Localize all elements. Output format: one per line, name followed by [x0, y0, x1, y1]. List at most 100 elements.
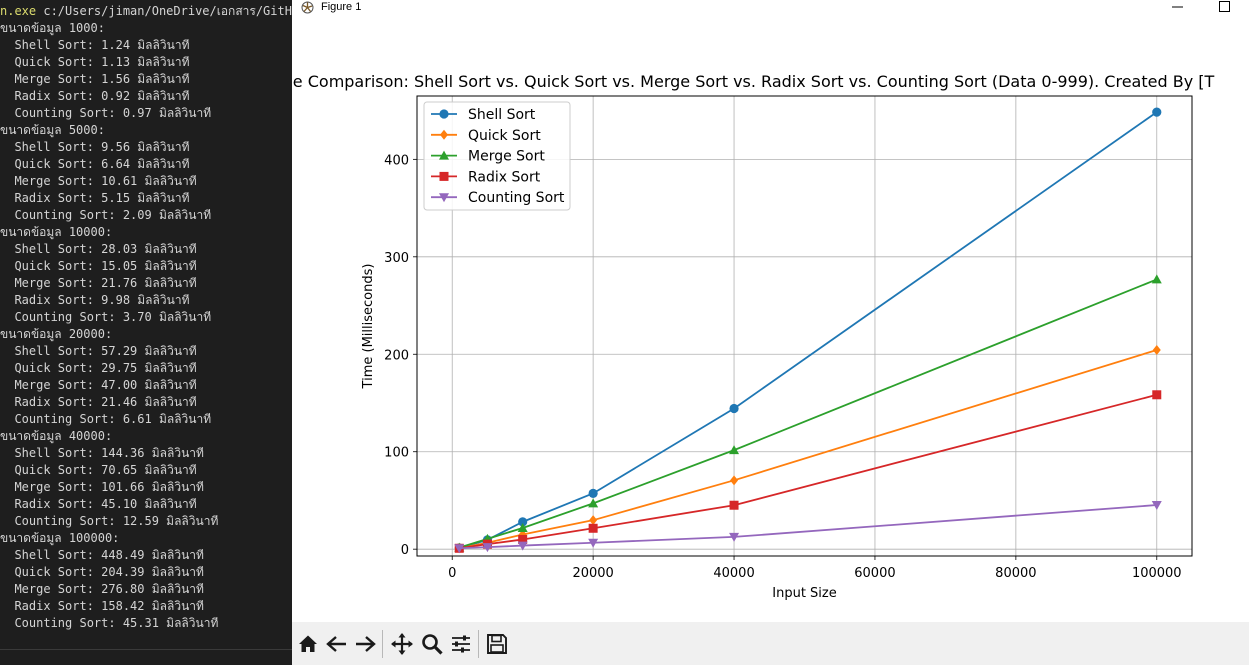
terminal-line: Quick Sort: 1.13 มิลลิวินาที	[0, 55, 190, 69]
terminal-line: Shell Sort: 144.36 มิลลิวินาที	[0, 446, 204, 460]
data-point	[588, 523, 598, 533]
data-point	[1152, 390, 1162, 400]
series-line	[459, 393, 1158, 550]
plot-frame	[416, 95, 1193, 557]
terminal-line: Quick Sort: 204.39 มิลลิวินาที	[0, 565, 204, 579]
legend-frame	[423, 101, 571, 211]
pan-icon[interactable]	[390, 632, 414, 656]
terminal-line: n.exe c:/Users/jiman/OneDrive/เอกสาร/Git…	[0, 3, 292, 20]
terminal-line: ขนาดข้อมูล 1000:	[0, 21, 105, 35]
data-point	[1152, 344, 1161, 355]
forward-icon[interactable]	[353, 632, 377, 656]
terminal-line: Counting Sort: 3.70 มิลลิวินาที	[0, 310, 212, 324]
terminal-line: Radix Sort: 21.46 มิลลิวินาที	[0, 395, 197, 409]
x-tick-label: 20000	[572, 566, 613, 581]
terminal-line: Shell Sort: 57.29 มิลลิวินาที	[0, 344, 197, 358]
legend-label: Radix Sort	[468, 169, 541, 185]
toolbar-divider	[478, 630, 479, 658]
terminal-line: Merge Sort: 47.00 มิลลิวินาที	[0, 378, 197, 392]
x-tick-label: 0	[448, 566, 456, 581]
terminal-line: Counting Sort: 0.97 มิลลิวินาที	[0, 106, 212, 120]
window-titlebar[interactable]: Figure 1	[292, 0, 1249, 17]
terminal-line: Shell Sort: 448.49 มิลลิวินาที	[0, 548, 204, 562]
data-point	[729, 403, 739, 414]
terminal-line: Counting Sort: 6.61 มิลลิวินาที	[0, 412, 212, 426]
legend-marker	[439, 171, 449, 181]
y-tick-label: 300	[384, 251, 409, 266]
terminal-line: Counting Sort: 45.31 มิลลิวินาที	[0, 616, 219, 630]
x-axis-label: Input Size	[772, 586, 836, 601]
terminal-line: ขนาดข้อมูล 10000:	[0, 225, 113, 239]
navigation-toolbar	[292, 622, 1249, 665]
x-tick-label: 40000	[713, 566, 754, 581]
minimize-icon[interactable]	[1168, 0, 1188, 14]
terminal-line: Shell Sort: 28.03 มิลลิวินาที	[0, 242, 197, 256]
data-point	[517, 522, 528, 532]
terminal-line: Radix Sort: 45.10 มิลลิวินาที	[0, 497, 197, 511]
data-point	[588, 488, 598, 498]
terminal-line: Merge Sort: 10.61 มิลลิวินาที	[0, 174, 197, 188]
terminal-line: Counting Sort: 2.09 มิลลิวินาที	[0, 208, 212, 222]
terminal-panel[interactable]: n.exe c:/Users/jiman/OneDrive/เอกสาร/Git…	[0, 0, 292, 665]
terminal-line: Quick Sort: 6.64 มิลลิวินาที	[0, 157, 190, 171]
terminal-line: Quick Sort: 15.05 มิลลิวินาที	[0, 259, 197, 273]
terminal-line: Radix Sort: 9.98 มิลลิวินาที	[0, 293, 190, 307]
terminal-command-path: c:/Users/jiman/OneDrive/เอกสาร/GitHu	[36, 4, 292, 18]
terminal-line: Quick Sort: 29.75 มิลลิวินาที	[0, 361, 197, 375]
y-axis-label: Time (Milliseconds)	[361, 264, 376, 390]
window-title: Figure 1	[321, 1, 362, 13]
save-icon[interactable]	[485, 632, 509, 656]
legend-label: Quick Sort	[468, 128, 541, 144]
legend-marker	[440, 129, 448, 140]
home-icon[interactable]	[296, 632, 320, 656]
configure-subplots-icon[interactable]	[449, 632, 473, 656]
terminal-line: Radix Sort: 0.92 มิลลิวินาที	[0, 89, 190, 103]
terminal-line: ขนาดข้อมูล 5000:	[0, 123, 105, 137]
terminal-line: Quick Sort: 70.65 มิลลิวินาที	[0, 463, 197, 477]
data-point	[454, 544, 465, 554]
data-point	[1151, 501, 1162, 511]
legend-marker	[439, 109, 449, 119]
y-tick-label: 200	[384, 348, 409, 363]
series-line	[459, 278, 1158, 549]
terminal-line: Counting Sort: 12.59 มิลลิวินาที	[0, 514, 219, 528]
y-tick-label: 100	[384, 446, 409, 461]
x-tick-label: 80000	[995, 566, 1036, 581]
data-point	[1151, 274, 1162, 284]
zoom-icon[interactable]	[420, 632, 444, 656]
matplotlib-icon	[301, 1, 314, 14]
terminal-line: Shell Sort: 9.56 มิลลิวินาที	[0, 140, 190, 154]
legend-marker	[439, 150, 449, 160]
x-tick-label: 100000	[1132, 566, 1182, 581]
terminal-line: Shell Sort: 1.24 มิลลิวินาที	[0, 38, 190, 52]
legend-label: Shell Sort	[468, 107, 536, 123]
terminal-line: ขนาดข้อมูล 40000:	[0, 429, 113, 443]
data-point	[1152, 107, 1162, 117]
terminal-command-exe: n.exe	[0, 4, 37, 18]
chart-title: ce Comparison: Shell Sort vs. Quick Sort…	[292, 72, 1214, 91]
y-tick-label: 400	[384, 153, 409, 168]
maximize-icon[interactable]	[1214, 0, 1234, 14]
terminal-scrollbar[interactable]	[0, 649, 292, 650]
data-point	[482, 543, 493, 553]
y-tick-label: 0	[401, 543, 409, 558]
chart: 0 20000 40000 60000 80000 100000 0 100 200 300 400…	[292, 72, 1214, 601]
terminal-line: Radix Sort: 158.42 มิลลิวินาที	[0, 599, 204, 613]
data-point	[730, 475, 739, 486]
back-icon[interactable]	[325, 632, 349, 656]
terminal-line: Merge Sort: 1.56 มิลลิวินาที	[0, 72, 190, 86]
data-point	[517, 541, 528, 551]
legend: Shell Sort Quick Sort Merge Sort Radix Sort…	[423, 101, 571, 211]
terminal-line: ขนาดข้อมูล 20000:	[0, 327, 113, 341]
terminal-line: ขนาดข้อมูล 100000:	[0, 531, 120, 545]
data-point	[729, 532, 740, 542]
data-point	[588, 498, 599, 508]
series-counting-sort	[454, 501, 1162, 554]
x-tick-label: 60000	[854, 566, 895, 581]
data-point	[588, 538, 599, 548]
terminal-line: Radix Sort: 5.15 มิลลิวินาที	[0, 191, 190, 205]
toolbar-divider	[382, 630, 383, 658]
legend-marker	[439, 193, 449, 203]
data-point	[729, 445, 740, 455]
terminal-line: Merge Sort: 21.76 มิลลิวินาที	[0, 276, 197, 290]
